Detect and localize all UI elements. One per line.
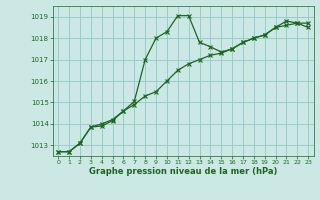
X-axis label: Graphe pression niveau de la mer (hPa): Graphe pression niveau de la mer (hPa) bbox=[89, 167, 277, 176]
